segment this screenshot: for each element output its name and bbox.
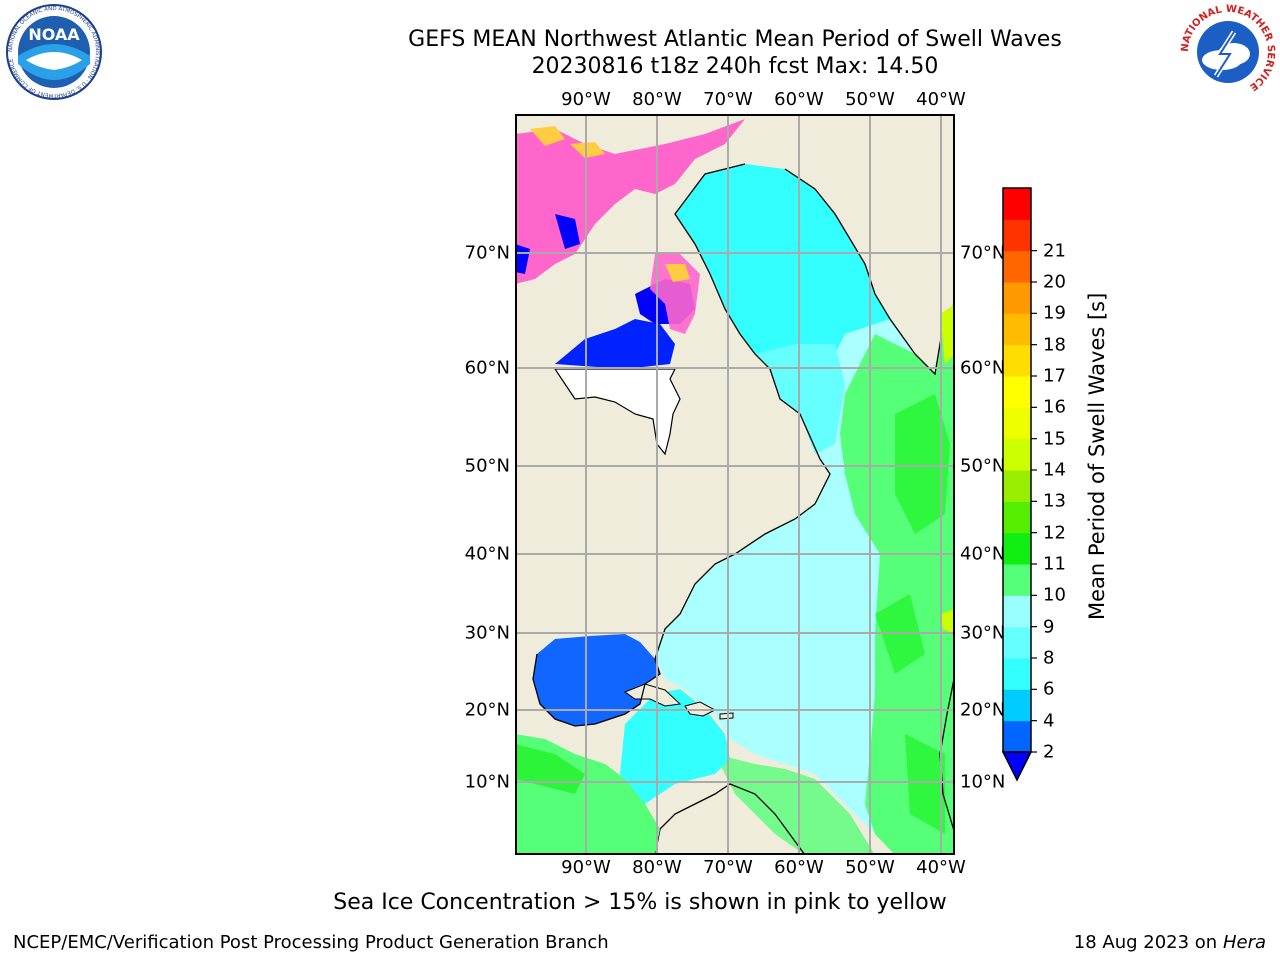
lat-label-left: 30°N [464, 622, 510, 644]
lon-label-top: 60°W [774, 89, 824, 110]
footer-credit: NCEP/EMC/Verification Post Processing Pr… [13, 932, 609, 953]
colorbar-segment [1003, 282, 1031, 314]
lon-label-bottom: 50°W [845, 857, 895, 878]
colorbar-segment [1003, 720, 1031, 753]
map-panel [515, 114, 955, 855]
lat-label-left: 60°N [464, 357, 510, 379]
lon-label-top: 90°W [561, 89, 611, 110]
colorbar-segment [1003, 626, 1031, 659]
colorbar-tick-label: 19 [1043, 302, 1066, 324]
colorbar-segment [1003, 313, 1031, 346]
sea-ice-dark [515, 214, 580, 274]
ocean-brightgreen-patches [875, 394, 950, 834]
colorbar-label: Mean Period of Swell Waves [s] [1085, 292, 1109, 620]
colorbar-segment [1003, 564, 1031, 596]
footer-timestamp: 18 Aug 2023 on Hera [1074, 932, 1266, 953]
colorbar-segment [1003, 532, 1031, 565]
lon-label-bottom: 70°W [703, 857, 753, 878]
colorbar-segment [1003, 689, 1031, 722]
lat-label-right: 50°N [960, 455, 1006, 477]
lon-label-top: 70°W [703, 89, 753, 110]
lat-label-right: 20°N [960, 699, 1006, 721]
colorbar [1001, 187, 1037, 782]
colorbar-tick-label: 21 [1043, 240, 1066, 262]
noaa-logo: NOAA NATIONAL OCEANIC AND ATMOSPHERIC AD… [6, 4, 102, 100]
lat-label-right: 60°N [960, 357, 1006, 379]
lat-label-right: 10°N [960, 771, 1006, 793]
colorbar-tick-label: 16 [1043, 396, 1066, 418]
colorbar-tick-label: 9 [1043, 616, 1055, 638]
national-weather-service-logo: NATIONAL WEATHER SERVICE [1180, 4, 1276, 100]
map-frame [515, 114, 955, 855]
lat-label-left: 70°N [464, 242, 510, 264]
colorbar-tick-label: 18 [1043, 334, 1066, 356]
lat-label-right: 70°N [960, 242, 1006, 264]
colorbar-segment [1003, 188, 1031, 220]
colorbar-tick-label: 12 [1043, 522, 1066, 544]
lon-label-bottom: 90°W [561, 857, 611, 878]
colorbar-tick-label: 17 [1043, 365, 1066, 387]
colorbar-segment [1003, 250, 1031, 283]
footer-date: 18 Aug 2023 on [1073, 932, 1218, 953]
colorbar-tick-label: 6 [1043, 678, 1055, 700]
colorbar-segment [1003, 658, 1031, 690]
colorbar-tick-label: 10 [1043, 584, 1066, 606]
map-subtitle: 20230816 t18z 240h fcst Max: 14.50 [531, 54, 939, 79]
colorbar-segment [1003, 407, 1031, 440]
lon-label-bottom: 60°W [774, 857, 824, 878]
lon-label-top: 50°W [845, 89, 895, 110]
lat-label-left: 10°N [464, 771, 510, 793]
lat-label-left: 20°N [464, 699, 510, 721]
colorbar-tick-label: 2 [1043, 741, 1055, 763]
lon-label-bottom: 40°W [916, 857, 966, 878]
colorbar-extend-min [1001, 751, 1033, 782]
footer-host: Hera [1222, 932, 1266, 953]
ocean-caribbean [620, 689, 730, 804]
colorbar-tick-label: 14 [1043, 459, 1066, 481]
colorbar-segment [1003, 470, 1031, 502]
ocean-green-south [715, 754, 875, 855]
lon-label-bottom: 80°W [632, 857, 682, 878]
land-puerto-rico [719, 712, 734, 720]
colorbar-tick-label: 15 [1043, 428, 1066, 450]
sea-ice-note: Sea Ice Concentration > 15% is shown in … [333, 890, 947, 915]
ocean-gulf-of-mexico [533, 634, 660, 726]
colorbar-segment [1003, 219, 1031, 252]
map-graticule [515, 114, 955, 855]
lon-label-top: 40°W [916, 89, 966, 110]
colorbar-segment [1003, 438, 1031, 471]
lat-label-right: 30°N [960, 622, 1006, 644]
lat-label-left: 40°N [464, 543, 510, 565]
lat-label-left: 50°N [464, 455, 510, 477]
lat-label-right: 40°N [960, 543, 1006, 565]
colorbar-tick-label: 13 [1043, 490, 1066, 512]
colorbar-segment [1003, 595, 1031, 628]
colorbar-segment [1003, 344, 1031, 377]
sea-ice-yellow [530, 126, 690, 282]
colorbar-segment [1003, 501, 1031, 534]
colorbar-tick-label: 8 [1043, 647, 1055, 669]
coastline-greenland [784, 168, 955, 376]
lon-label-top: 80°W [632, 89, 682, 110]
map-title: GEFS MEAN Northwest Atlantic Mean Period… [408, 27, 1062, 52]
colorbar-tick-label: 4 [1043, 710, 1055, 732]
colorbar-tick-label: 20 [1043, 271, 1066, 293]
colorbar-tick-label: 11 [1043, 553, 1066, 575]
land-cuba [623, 683, 682, 707]
colorbar-segment [1003, 376, 1031, 408]
coastline-south-america [654, 783, 806, 855]
noaa-logo-text: NOAA [28, 25, 80, 44]
